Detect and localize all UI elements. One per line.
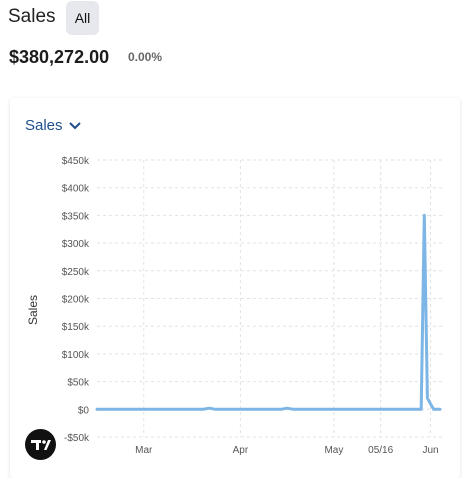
chevron-down-icon xyxy=(68,121,81,130)
metric-dropdown[interactable]: Sales xyxy=(25,117,81,134)
y-tick-label: $100k xyxy=(62,350,90,361)
y-tick-label: -$50k xyxy=(64,433,90,444)
y-axis-label: Sales xyxy=(26,295,40,325)
x-tick-label: Mar xyxy=(135,445,153,456)
total-sales-value: $380,272.00 xyxy=(9,47,110,67)
y-tick-label: $300k xyxy=(62,239,90,250)
x-tick-label: Jun xyxy=(422,445,438,456)
y-tick-label: $400k xyxy=(62,184,90,195)
x-tick-label: Apr xyxy=(233,445,249,456)
y-tick-label: $200k xyxy=(62,295,90,306)
change-percentage: 0.00% xyxy=(128,50,163,64)
chart-card xyxy=(10,98,460,478)
x-tick-label: 05/16 xyxy=(368,445,393,456)
y-tick-label: $50k xyxy=(67,378,90,389)
y-tick-label: $250k xyxy=(62,267,90,278)
y-tick-label: $0 xyxy=(78,405,90,416)
filter-all-button[interactable]: All xyxy=(66,1,99,35)
y-tick-label: $350k xyxy=(62,211,90,222)
series-line xyxy=(95,213,442,411)
tradingview-logo-icon[interactable] xyxy=(25,429,56,460)
metric-dropdown-label: Sales xyxy=(25,117,63,134)
x-tick-label: May xyxy=(324,445,343,456)
y-tick-label: $150k xyxy=(62,322,90,333)
page-title: Sales xyxy=(8,6,56,27)
y-tick-label: $450k xyxy=(62,156,90,167)
